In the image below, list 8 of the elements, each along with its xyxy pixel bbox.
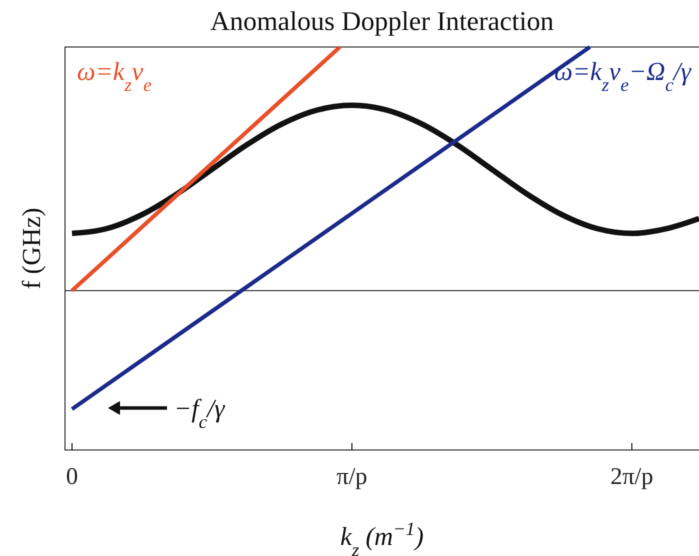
chart-title: Anomalous Doppler Interaction [210, 6, 554, 36]
annotation: −f$_{c}$/γ [174, 394, 226, 432]
x-tick-label: π/p [336, 464, 368, 490]
y-axis-title: f (GHz) [17, 208, 46, 290]
text: ω=k$_{z}$v$_{e}$ [77, 57, 152, 96]
x-tick-label: 0 [66, 464, 78, 490]
x-tick-label: 2π/p [610, 464, 654, 490]
x-axis-title: k$_{z}$ (m$^{−1}$) [340, 518, 424, 556]
